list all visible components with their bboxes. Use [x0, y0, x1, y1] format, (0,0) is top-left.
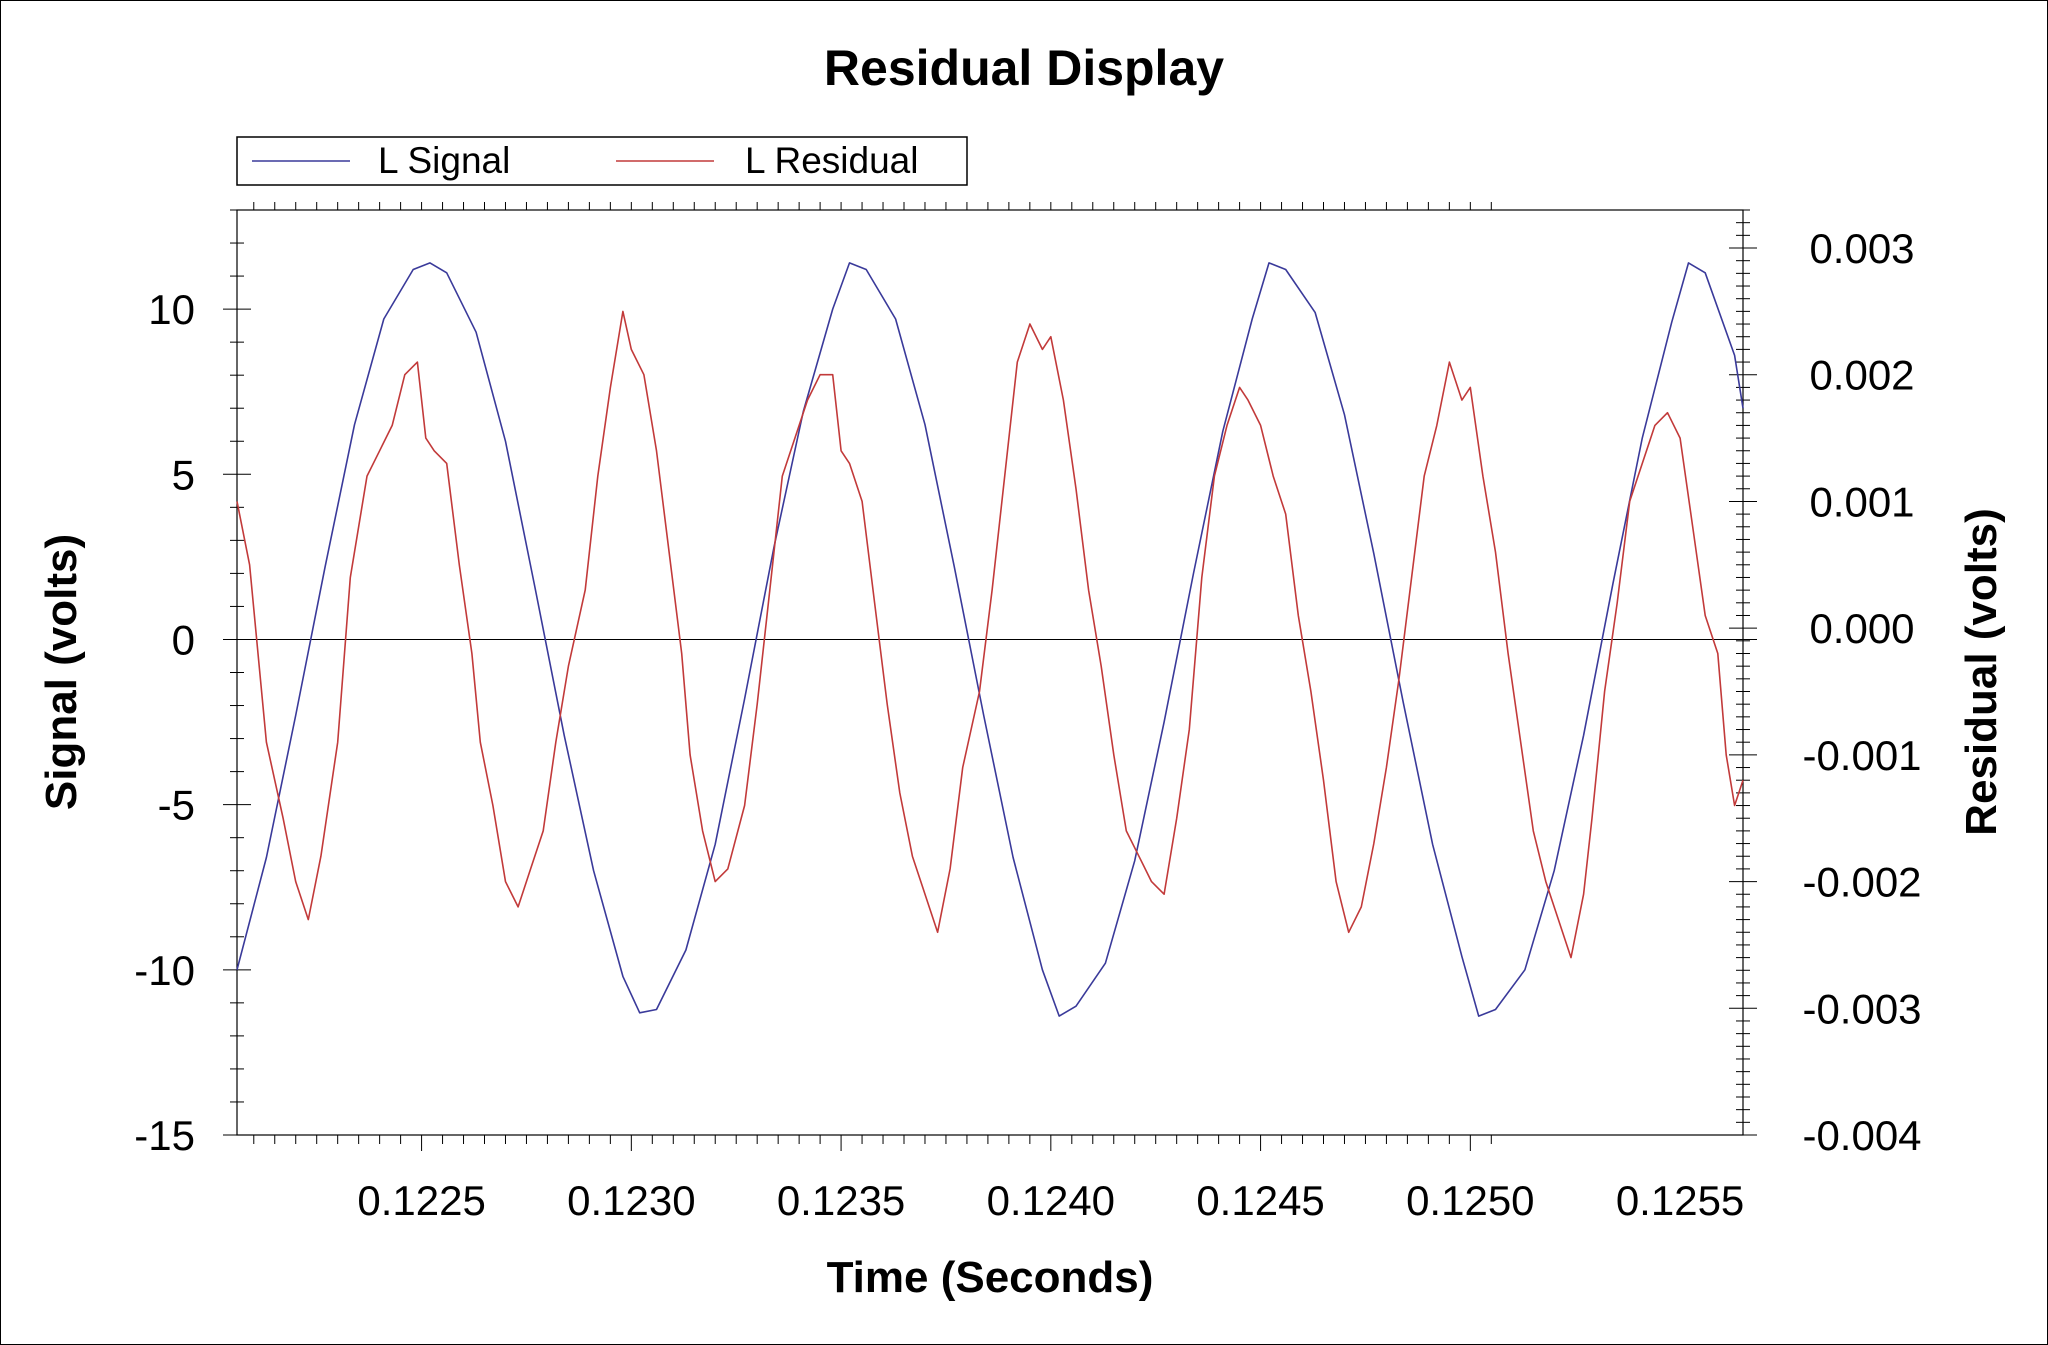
- top-axis-ticks: [253, 202, 1492, 210]
- y-right-tick-label: 0.002: [1809, 352, 1914, 399]
- legend-box: [236, 136, 968, 186]
- y-right-tick-label: -0.002: [1802, 859, 1921, 906]
- y-right-tick-label: -0.003: [1802, 985, 1921, 1032]
- y-left-tick-label: -15: [134, 1112, 195, 1159]
- plot-area: [236, 209, 1744, 1136]
- chart-title: Residual Display: [824, 40, 1224, 96]
- tick-labels: 10 5 0 -5 -10 -15 0.003 0.002 0.001 0.000 -0.001 -0…: [134, 225, 1921, 1224]
- series-line-l-residual: [236, 310, 1744, 959]
- legend-label-l-residual: L Residual: [745, 140, 918, 181]
- legend: L Signal L Residual: [236, 136, 968, 186]
- x-tick-label: 0.1245: [1196, 1177, 1324, 1224]
- x-tick-label: 0.1255: [1616, 1177, 1744, 1224]
- series-layer: [236, 262, 1744, 1017]
- y-left-tick-label: 10: [148, 286, 195, 333]
- y-left-tick-label: -5: [158, 782, 195, 829]
- legend-label-l-signal: L Signal: [378, 140, 510, 181]
- y-right-tick-label: -0.001: [1802, 732, 1921, 779]
- series-line-l-signal: [236, 262, 1744, 1017]
- x-tick-label: 0.1240: [987, 1177, 1115, 1224]
- x-tick-label: 0.1225: [357, 1177, 485, 1224]
- y-axis-title-left: Signal (volts): [37, 534, 86, 810]
- y-right-tick-label: -0.004: [1802, 1112, 1921, 1159]
- left-axis-ticks: [223, 209, 251, 1136]
- y-left-tick-label: -10: [134, 947, 195, 994]
- x-tick-label: 0.1235: [777, 1177, 905, 1224]
- x-axis-title: Time (Seconds): [827, 1253, 1154, 1302]
- right-axis-ticks: [1729, 209, 1757, 1136]
- y-right-tick-label: 0.003: [1809, 225, 1914, 272]
- y-left-tick-label: 5: [172, 451, 195, 498]
- y-left-tick-label: 0: [172, 616, 195, 663]
- y-right-tick-label: 0.000: [1809, 605, 1914, 652]
- y-axis-title-right: Residual (volts): [1957, 508, 2006, 836]
- y-right-tick-label: 0.001: [1809, 478, 1914, 525]
- x-axis-ticks: [253, 1135, 1492, 1151]
- x-tick-label: 0.1250: [1406, 1177, 1534, 1224]
- x-tick-label: 0.1230: [567, 1177, 695, 1224]
